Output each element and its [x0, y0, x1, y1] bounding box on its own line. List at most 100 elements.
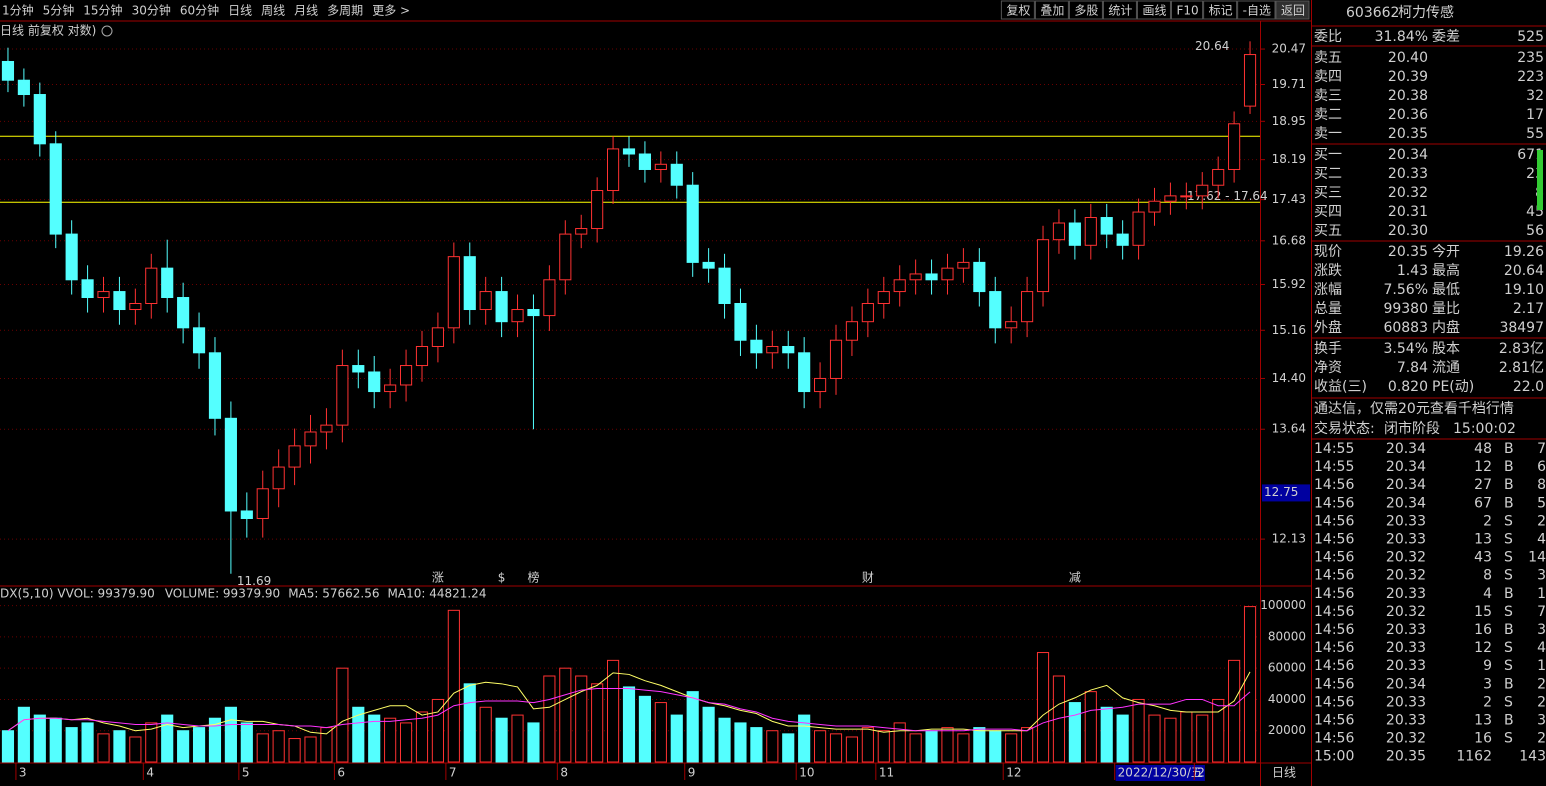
volume-bar — [192, 727, 206, 763]
tick-side: S — [1504, 658, 1513, 674]
tick-count: 2 — [1537, 731, 1546, 747]
tick-volume: 4 — [1483, 586, 1492, 602]
tick-volume: 13 — [1474, 713, 1492, 729]
toolbar-button[interactable]: 复权 — [1006, 4, 1030, 18]
tick-time: 14:55 — [1314, 441, 1354, 457]
tick-count: 3 — [1537, 713, 1546, 729]
stat-value: 20.35 — [1388, 244, 1428, 260]
period-tab[interactable]: 60分钟 — [180, 3, 219, 18]
level-price: 20.35 — [1388, 126, 1428, 142]
volume-bar — [909, 733, 922, 763]
volume-bar — [1196, 714, 1209, 763]
volume-bar — [622, 686, 636, 763]
legend-entry: MA10: 44821.24 — [388, 587, 487, 601]
candle-body — [384, 384, 397, 393]
period-tab[interactable]: 15分钟 — [83, 3, 122, 18]
candle-body — [145, 267, 158, 304]
volume-bar — [97, 733, 110, 763]
volume-bar — [384, 717, 397, 763]
toolbar-button[interactable]: 标记 — [1209, 4, 1233, 18]
tick-volume: 3 — [1483, 676, 1492, 692]
toolbar-button[interactable]: -自选 — [1243, 4, 1271, 18]
stock-name: 柯力传感 — [1398, 4, 1454, 21]
period-tab[interactable]: 日线 — [228, 4, 252, 18]
candle-body — [208, 352, 222, 419]
event-marker[interactable]: 减 — [1069, 571, 1081, 585]
toolbar-button[interactable]: 多股 — [1074, 4, 1098, 18]
tick-side: B — [1504, 477, 1514, 493]
period-tab[interactable]: 30分钟 — [132, 3, 171, 18]
ma-line — [7, 688, 1251, 732]
period-tab[interactable]: 5分钟 — [43, 3, 75, 18]
volume-bar — [288, 738, 301, 763]
volume-bar — [415, 711, 429, 763]
candle-body — [304, 431, 317, 447]
tick-volume: 8 — [1483, 568, 1492, 584]
candle-body — [479, 291, 492, 311]
candle-body — [686, 184, 699, 263]
volume-bar — [766, 730, 779, 763]
event-marker[interactable]: $ — [498, 571, 506, 585]
period-tab[interactable]: 更多 > — [372, 4, 410, 18]
candle-body — [1132, 211, 1145, 246]
tick-price: 20.34 — [1386, 495, 1426, 511]
level-volume: 17 — [1526, 107, 1544, 123]
candle-body — [543, 279, 556, 317]
period-tab[interactable]: 1分钟 — [2, 3, 34, 18]
level-price: 20.30 — [1388, 223, 1428, 239]
y-tick-label: 18.19 — [1272, 152, 1306, 166]
tick-price: 20.32 — [1386, 604, 1426, 620]
value: 31.84% — [1375, 29, 1428, 45]
toolbar-button[interactable]: 画线 — [1142, 4, 1166, 18]
level-price: 20.36 — [1388, 107, 1428, 123]
tick-time: 14:56 — [1314, 640, 1354, 656]
candle-body — [766, 345, 779, 354]
tick-side: B — [1504, 586, 1514, 602]
buy-meter — [1537, 150, 1543, 210]
volume-bar — [1212, 698, 1225, 763]
period-tab[interactable]: 月线 — [294, 4, 318, 18]
stat-label: 总量 — [1314, 301, 1342, 317]
legend-entry: MA5: 57662.56 — [288, 587, 379, 601]
period-tab[interactable]: 多周期 — [327, 4, 363, 18]
candle-body — [893, 279, 906, 293]
period-tab[interactable]: 周线 — [261, 4, 285, 18]
candle-body — [1100, 217, 1113, 235]
volume-bar — [702, 706, 715, 763]
level-volume: 32 — [1526, 88, 1544, 104]
toolbar-button[interactable]: F10 — [1176, 4, 1198, 18]
candle-body — [272, 466, 285, 490]
toolbar-button[interactable]: 叠加 — [1040, 4, 1064, 18]
candle-body — [320, 424, 333, 433]
stat-label: PE(动) — [1432, 379, 1474, 395]
header-icon[interactable] — [101, 25, 113, 37]
event-marker[interactable]: 涨 — [432, 570, 444, 585]
volume-bar — [1132, 698, 1145, 763]
candle-body — [861, 302, 874, 323]
event-marker[interactable]: 榜 — [527, 570, 539, 585]
volume-bar — [65, 727, 78, 763]
stat-label: 涨跌 — [1314, 263, 1342, 279]
candle-body — [654, 163, 667, 170]
tick-count: 1 — [1537, 586, 1546, 602]
candle-body — [909, 273, 922, 281]
toolbar-button[interactable]: 返回 — [1281, 4, 1305, 18]
y-tick-label: 40000 — [1268, 692, 1306, 706]
toolbar-button[interactable]: 统计 — [1108, 4, 1132, 18]
candle-body — [224, 417, 237, 512]
y-tick-label: 17.43 — [1272, 192, 1306, 206]
volume-bar — [1005, 733, 1018, 763]
button-frame — [1203, 0, 1238, 20]
volume-bar — [734, 722, 747, 763]
stat-value: 3.54% — [1384, 341, 1428, 357]
min-label: 11.69 — [237, 574, 271, 588]
candle-body — [670, 163, 683, 186]
volume-bar — [145, 722, 158, 763]
x-tick-label: 2022/12/30/五 — [1118, 766, 1203, 780]
bottom-tab[interactable]: 日线 — [1272, 766, 1296, 780]
volume-bar — [1068, 702, 1081, 763]
tick-price: 20.33 — [1386, 513, 1426, 529]
tick-volume: 9 — [1483, 658, 1492, 674]
tick-volume: 27 — [1474, 477, 1492, 493]
event-marker[interactable]: 财 — [862, 571, 874, 585]
